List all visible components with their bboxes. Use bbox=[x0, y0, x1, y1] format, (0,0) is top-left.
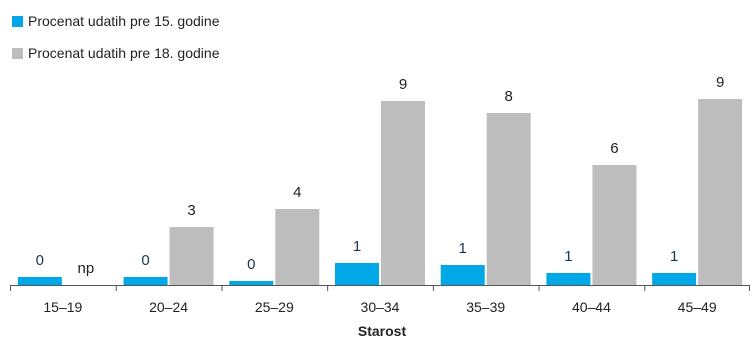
data-label-series-1: 1 bbox=[564, 248, 572, 265]
legend-item-series-1: Procenat udatih pre 15. godine bbox=[12, 10, 219, 32]
bar-series-1 bbox=[335, 263, 379, 285]
bar-series-1 bbox=[546, 273, 591, 285]
bar-series-2 bbox=[486, 113, 531, 285]
legend-label-series-1: Procenat udatih pre 15. godine bbox=[28, 13, 220, 29]
x-tick-label: 15–19 bbox=[43, 299, 82, 315]
data-label-series-1: 0 bbox=[141, 252, 149, 269]
x-tick-label: 45–49 bbox=[678, 299, 717, 315]
data-label-series-2: 3 bbox=[187, 202, 195, 219]
x-tick-label: 30–34 bbox=[361, 299, 400, 315]
bar-series-2 bbox=[275, 209, 320, 285]
bar-series-1 bbox=[229, 281, 274, 285]
data-label-series-1: 0 bbox=[36, 252, 44, 269]
bar-series-1 bbox=[17, 277, 62, 285]
bar-series-2 bbox=[169, 227, 214, 285]
data-label-series-2: 9 bbox=[399, 76, 407, 93]
data-label-series-2: np bbox=[78, 260, 95, 277]
bars-group: 0 np 0 3 0 4 1 9 1 8 1 6 1 9 bbox=[17, 74, 743, 285]
data-label-series-2: 4 bbox=[293, 184, 301, 201]
data-label-series-2: 9 bbox=[716, 74, 724, 91]
data-label-series-1: 1 bbox=[459, 240, 467, 257]
data-label-series-1: 0 bbox=[247, 256, 255, 273]
x-axis: 15–19 20–24 25–29 30–34 35–39 40–44 45–49 bbox=[10, 285, 750, 315]
data-label-series-2: 6 bbox=[610, 140, 618, 157]
legend-item-series-2: Procenat udatih pre 18. godine bbox=[12, 42, 219, 64]
data-label-series-1: 1 bbox=[353, 238, 361, 255]
x-tick-label: 25–29 bbox=[255, 299, 294, 315]
data-label-series-2: 8 bbox=[505, 88, 513, 105]
bar-series-1 bbox=[123, 277, 168, 285]
x-tick-label: 40–44 bbox=[572, 299, 611, 315]
legend-label-series-2: Procenat udatih pre 18. godine bbox=[28, 45, 220, 61]
legend-swatch-series-1 bbox=[12, 15, 23, 27]
bar-series-1 bbox=[440, 265, 485, 285]
data-label-series-1: 1 bbox=[670, 248, 678, 265]
x-axis-title: Starost bbox=[358, 323, 407, 339]
x-tick-label: 20–24 bbox=[149, 299, 188, 315]
bar-series-2 bbox=[698, 99, 743, 285]
bar-series-1 bbox=[652, 273, 697, 285]
legend: Procenat udatih pre 15. godine Procenat … bbox=[12, 10, 219, 74]
legend-swatch-series-2 bbox=[12, 47, 23, 59]
bar-series-2 bbox=[592, 165, 637, 285]
x-tick-label: 35–39 bbox=[466, 299, 505, 315]
bar-series-2 bbox=[381, 101, 425, 285]
